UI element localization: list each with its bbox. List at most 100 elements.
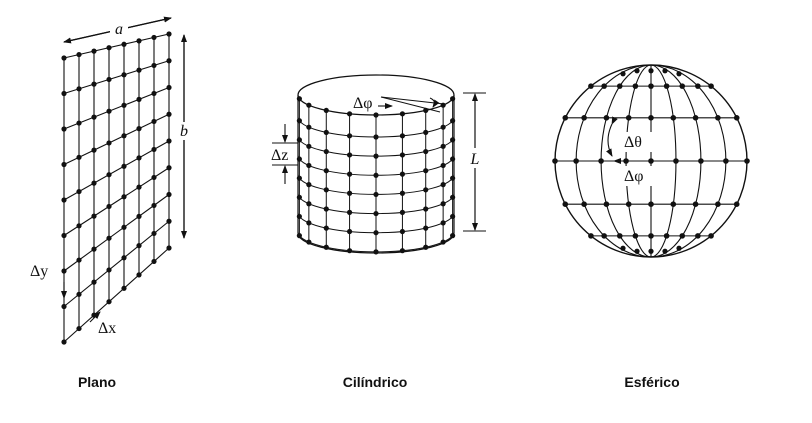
plane-grid-node [61,55,67,61]
cylinder-grid-node [423,168,429,174]
plane-grid-node [106,235,112,241]
cylinder-grid-node [306,162,312,169]
plane-grid-node [91,180,97,186]
plane-grid-node [121,163,127,169]
sphere-grid-node [723,158,729,164]
plane-grid-node [121,285,127,291]
plane-grid-node [61,126,67,132]
plane-grid-node [121,133,127,139]
sphere-pole-node [676,245,682,251]
plane-grid-node [121,255,127,261]
sphere-grid-figure [552,64,750,258]
sphere-grid-node [616,233,623,239]
plane-dx-marker: Δx [89,311,116,337]
plane-grid-node [151,174,157,181]
plane-grid-node [166,84,172,91]
plane-grid-node [91,81,97,87]
cylinder-grid-node [450,175,456,181]
cylinder-grid-node [399,171,406,177]
plane-grid-node [106,203,112,210]
sphere-grid-node [695,83,701,89]
sphere-pole-node [620,245,626,251]
cylinder-grid-node [373,249,379,255]
cylinder-grid-node [373,134,379,140]
cylinder-grid-node [306,220,312,226]
plane-grid-node [151,258,157,265]
cylinder-grid-node [440,182,446,188]
sphere-grid-node [733,201,740,207]
cylinder-grid-node [423,206,429,212]
sphere-grid-node [708,233,714,239]
plane-grid-node [166,111,172,117]
cylinder-grid-node [440,124,446,130]
plane-grid-node [106,299,112,305]
sphere-grid-node [679,233,686,239]
cylinder-grid-node [346,190,353,196]
cylinder-grid-node [296,156,302,162]
sphere-grid-node [616,83,623,89]
plane-grid-node [76,257,82,263]
sphere-grid-node [673,158,679,164]
cylinder-grid-node [399,228,406,235]
plane-grid-node [91,213,97,219]
cylinder-rim-node [373,112,379,118]
plane-grid-row-line [63,113,170,165]
plane-grid-node [136,155,142,161]
cylinder-rim-node [399,111,406,117]
cylinder-grid-node [296,194,302,200]
plane-grid-node [136,67,142,73]
sphere-grid-node [670,201,677,207]
plane-grid-node [91,312,97,318]
cylinder-grid-node [323,187,329,193]
plane-grid-figure [61,31,172,345]
cylinder-grid-node [423,148,429,155]
cylinder-grid-node [346,248,353,254]
dphi-ray-1 [380,96,441,113]
cylinder-grid-node [440,162,446,169]
plane-grid-node [61,161,67,168]
cylinder-grid-node [423,225,429,231]
cylinder-grid-node [306,201,312,207]
cylinder-grid-node [440,143,446,149]
plane-grid-row-line [63,167,170,236]
plane-grid-node [151,90,157,97]
plane-grid-node [61,232,67,239]
plane-grid-node [76,86,82,92]
sphere-grid-node [573,158,579,164]
sphere-grid-node [648,83,654,89]
plane-grid-node [91,114,97,120]
plane-grid-node [76,223,82,229]
sphere-dtheta-label: Δθ [624,134,642,151]
plane-width-dimension: a [63,16,172,44]
cylinder-grid-node [399,152,406,158]
plane-grid-node [151,146,157,153]
plane-grid-node [121,72,127,78]
cylinder-grid-node [423,187,429,193]
cylinder-grid-node [323,206,329,212]
cylinder-length-dimension: L [463,92,486,232]
cylinder-grid-node [423,244,429,250]
plane-grid-node [121,102,127,108]
sphere-grid-node [625,201,632,207]
plane-grid-row-line [63,60,170,95]
sphere-grid-node [698,158,704,164]
plane-grid-row-line [63,247,170,343]
cylinder-grid-node [373,153,379,159]
plane-grid-node [106,140,112,146]
cylinder-dz-marker: Δz [271,124,298,184]
cylinder-length-label: L [470,151,480,168]
sphere-pole-node [634,68,640,74]
plane-grid-node [151,118,157,125]
plane-grid-node [136,184,142,190]
cylinder-grid-node [323,148,329,155]
cylinder-grid-node [296,137,302,143]
cylinder-grid-node [296,175,302,181]
plane-grid-node [136,96,142,102]
sphere-pole-node [662,248,668,254]
sphere-grid-node [581,115,587,121]
dphi-angle-arc [429,97,440,108]
sphere-grid-node [648,158,654,164]
plane-grid-node [61,268,67,274]
sphere-pole-node [662,68,668,74]
